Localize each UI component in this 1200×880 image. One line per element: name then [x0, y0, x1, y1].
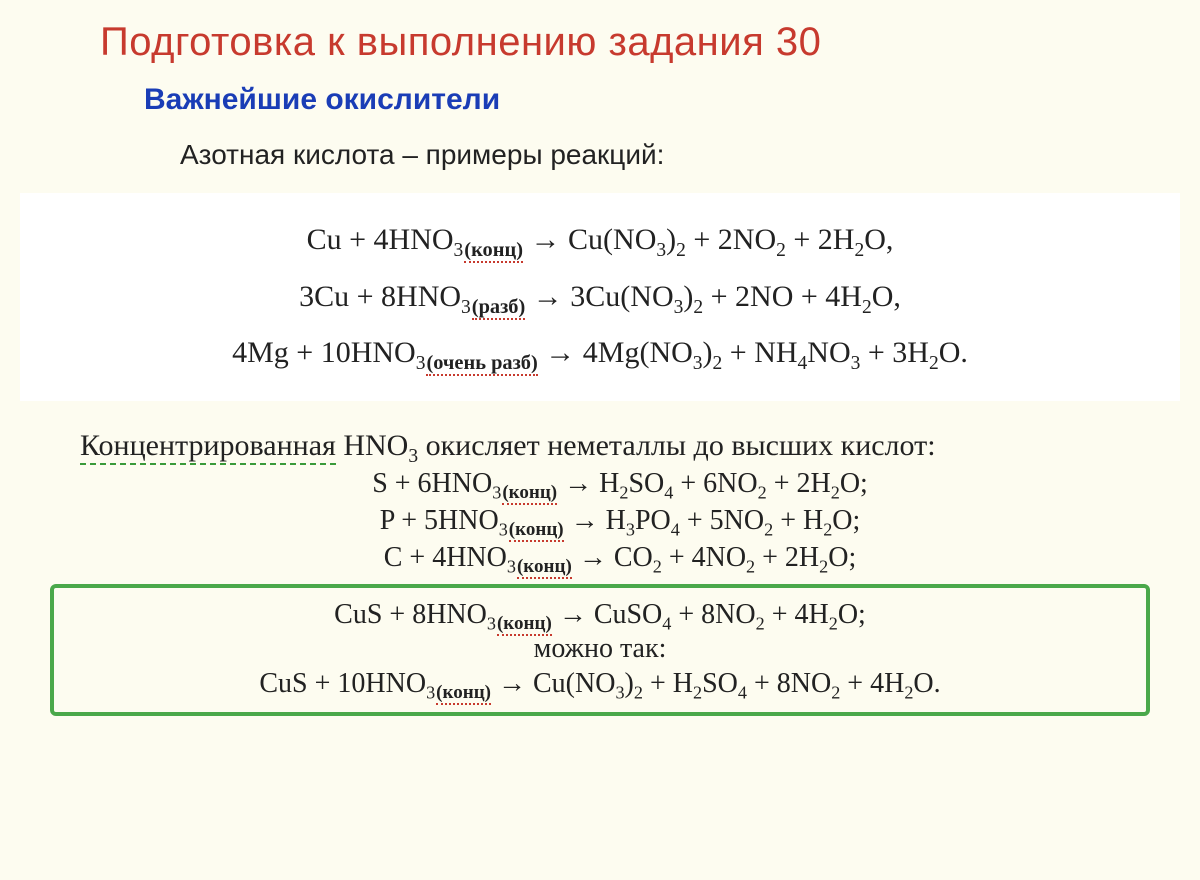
equation-row: P + 5HNO3(конц) → H3PO4 + 5NO2 + H2O;	[80, 504, 1160, 537]
equation-row: 4Mg + 10HNO3(очень разб) → 4Mg(NO3)2 + N…	[40, 330, 1160, 377]
equation-panel-1: Cu + 4HNO3(конц) → Cu(NO3)2 + 2NO2 + 2H2…	[20, 193, 1180, 401]
section2-underlined-word: Концентрированная	[80, 429, 336, 465]
slide-subtitle: Важнейшие окислители	[144, 83, 1160, 117]
equation-row: C + 4HNO3(конц) → CO2 + 4NO2 + 2H2O;	[80, 541, 1160, 574]
slide-title: Подготовка к выполнению задания 30	[100, 20, 1160, 65]
section2-heading: Концентрированная HNO3 окисляет неметалл…	[80, 429, 1160, 463]
equation-row: 3Cu + 8HNO3(разб) → 3Cu(NO3)2 + 2NO + 4H…	[40, 274, 1160, 321]
green-equation-b: CuS + 10HNO3(конц) → Cu(NO3)2 + H2SO4 + …	[64, 667, 1136, 700]
equation-row: Cu + 4HNO3(конц) → Cu(NO3)2 + 2NO2 + 2H2…	[40, 217, 1160, 264]
section2-rest-2: окисляет неметаллы до высших кислот:	[418, 429, 936, 462]
green-between-text: можно так:	[64, 633, 1136, 665]
equation-list-2: S + 6HNO3(конц) → H2SO4 + 6NO2 + 2H2O; P …	[80, 467, 1160, 574]
intro-text: Азотная кислота – примеры реакций:	[180, 139, 1160, 171]
section2-rest-1: HNO	[336, 429, 409, 462]
equation-row: S + 6HNO3(конц) → H2SO4 + 6NO2 + 2H2O;	[80, 467, 1160, 500]
section2-sub: 3	[408, 446, 418, 467]
slide: Подготовка к выполнению задания 30 Важне…	[0, 0, 1200, 880]
green-equation-a: CuS + 8HNO3(конц) → CuSO4 + 8NO2 + 4H2O;	[64, 598, 1136, 631]
green-highlight-box: CuS + 8HNO3(конц) → CuSO4 + 8NO2 + 4H2O;…	[50, 584, 1150, 716]
